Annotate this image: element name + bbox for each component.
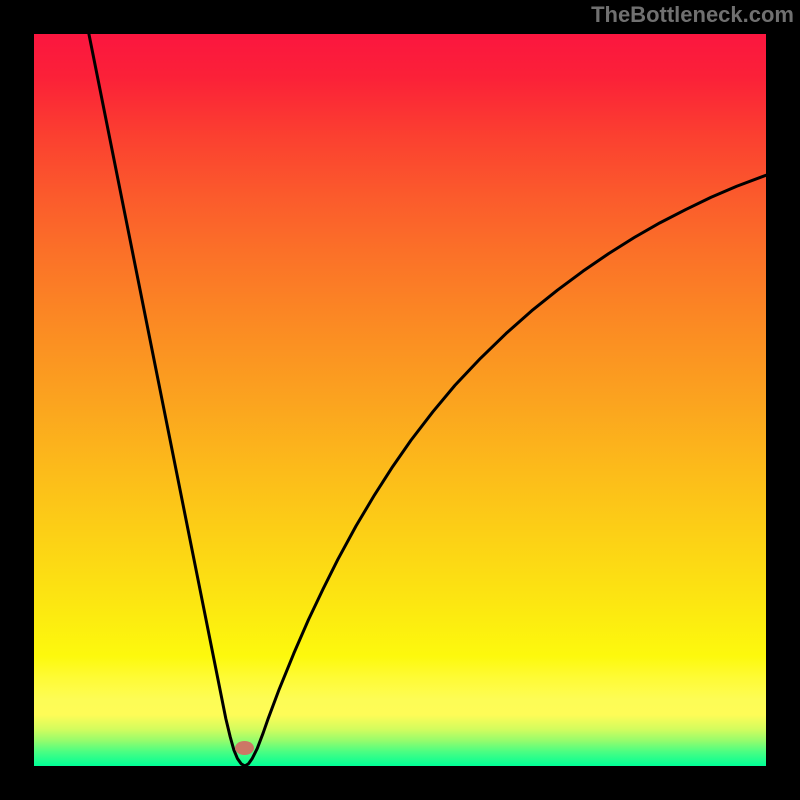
chart-container: TheBottleneck.com [0, 0, 800, 800]
optimal-point-marker [235, 741, 254, 755]
bottleneck-curve [34, 34, 766, 766]
plot-area [34, 34, 766, 766]
watermark-text: TheBottleneck.com [591, 0, 794, 28]
